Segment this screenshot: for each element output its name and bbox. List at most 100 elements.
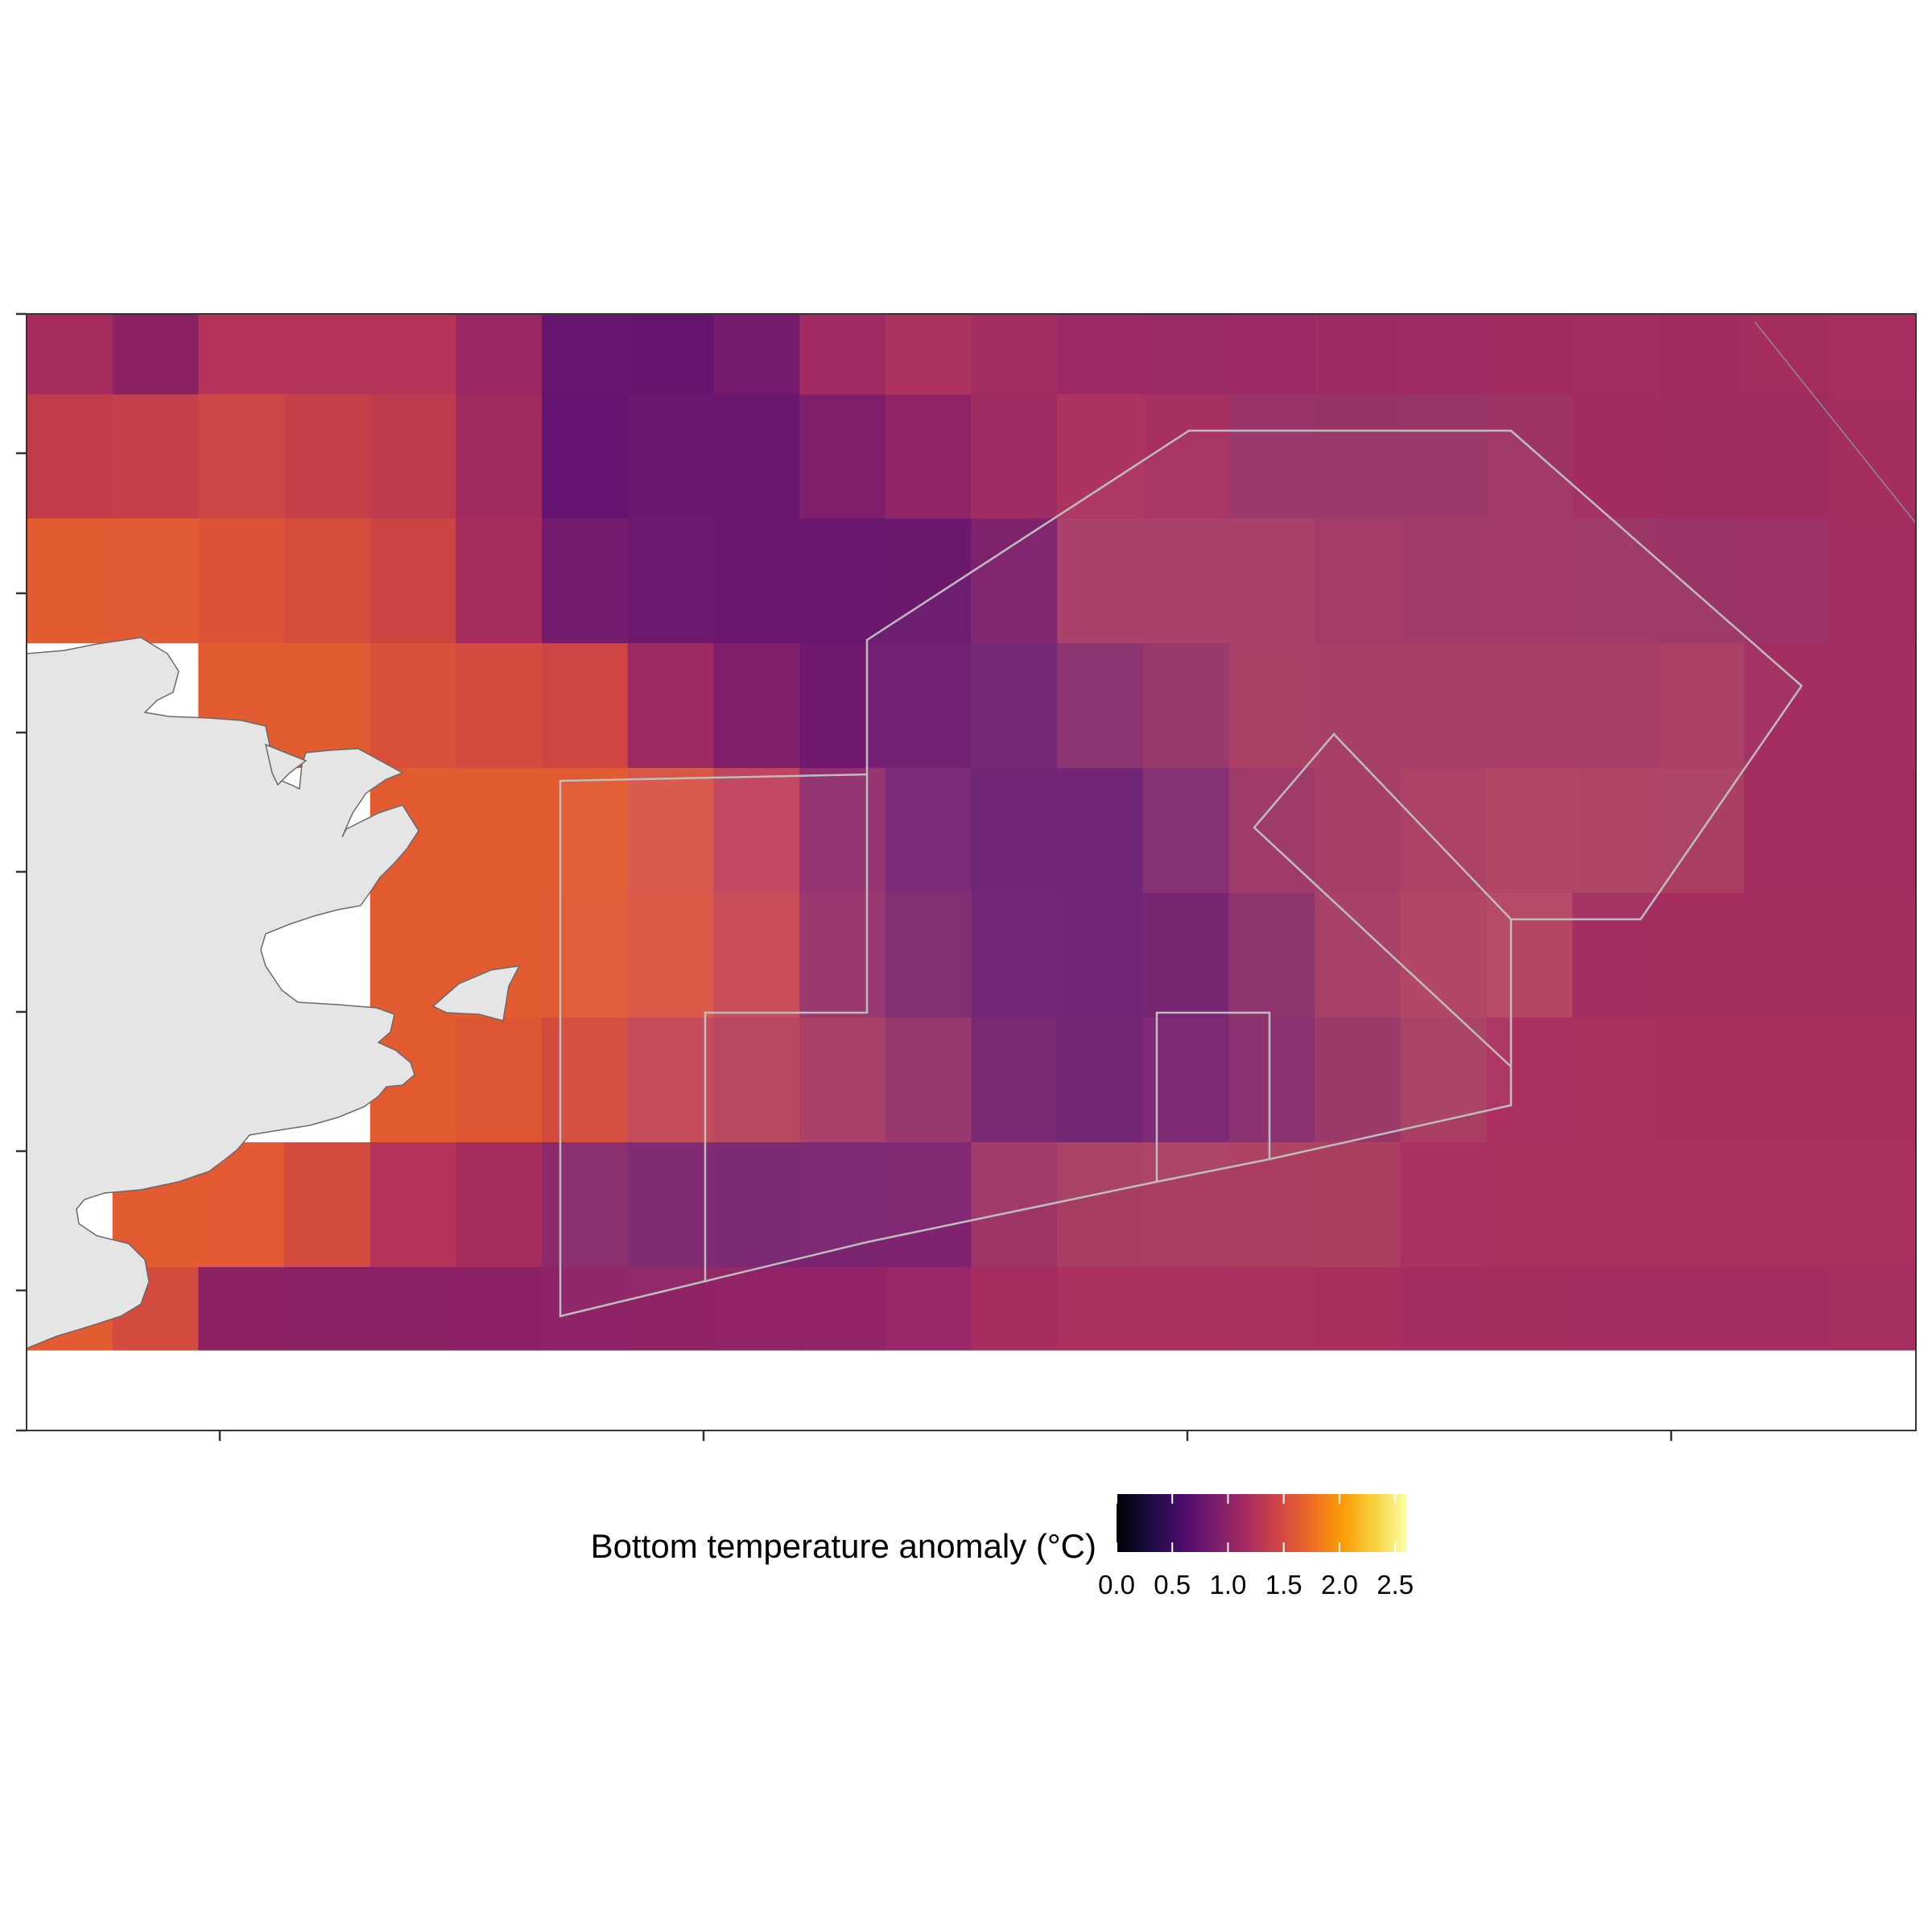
- grid-cell: [1057, 1142, 1144, 1268]
- grid-cell: [1486, 893, 1573, 1018]
- grid-cell: [542, 1267, 629, 1351]
- grid-cell: [1572, 314, 1659, 395]
- grid-cell: [1228, 518, 1315, 644]
- grid-cell: [971, 314, 1058, 395]
- grid-cell: [1744, 394, 1831, 519]
- grid-cell: [1315, 1142, 1402, 1268]
- grid-cell: [1572, 1267, 1659, 1351]
- grid-cell: [284, 1267, 371, 1351]
- grid-cell: [1057, 768, 1144, 894]
- grid-cell: [456, 394, 543, 519]
- grid-cell: [1657, 1142, 1745, 1268]
- grid-cell: [799, 394, 886, 519]
- grid-cell: [1228, 768, 1315, 894]
- boundary-outer-area: [559, 429, 1803, 1318]
- grid-cell: [713, 1142, 800, 1268]
- grid-cell: [369, 518, 457, 644]
- grid-cell: [1057, 314, 1144, 395]
- grid-cell: [456, 1018, 543, 1143]
- legend-tick-label: 2.0: [1321, 1570, 1358, 1600]
- grid-cell: [1744, 1018, 1831, 1143]
- grid-cell: [1830, 1018, 1916, 1143]
- grid-cell: [1057, 394, 1144, 519]
- grid-cell: [1572, 1142, 1659, 1268]
- grid-cell: [456, 518, 543, 644]
- grid-cell: [1228, 1142, 1315, 1268]
- grid-cell: [1400, 394, 1488, 519]
- grid-cell: [885, 1142, 972, 1268]
- grid-cell: [1057, 893, 1144, 1018]
- grid-cell: [1400, 893, 1488, 1018]
- grid-cell: [542, 518, 629, 644]
- grid-cell: [799, 1142, 886, 1268]
- grid-cell: [627, 1267, 715, 1351]
- legend-tick-label: 1.5: [1265, 1570, 1302, 1600]
- grid-cell: [1400, 1142, 1488, 1268]
- boundary-ne-line: [1754, 321, 1916, 524]
- grid-cell: [542, 1018, 629, 1143]
- grid-cell: [542, 893, 629, 1018]
- grid-cell: [198, 314, 285, 395]
- grid-cell: [1657, 643, 1745, 769]
- grid-cell: [799, 768, 886, 894]
- grid-cell: [369, 893, 457, 1018]
- grid-cell: [284, 643, 371, 769]
- legend-title: Bottom temperature anomaly (°C): [591, 1527, 1096, 1565]
- grid-cell: [885, 768, 972, 894]
- grid-cell: [1315, 1267, 1402, 1351]
- grid-cell: [1228, 1267, 1315, 1351]
- grid-cell: [1142, 768, 1230, 894]
- grid-cell: [1400, 1267, 1488, 1351]
- grid-cell: [627, 314, 715, 395]
- grid-cell: [1142, 893, 1230, 1018]
- grid-cell: [1486, 768, 1573, 894]
- grid-cell: [885, 314, 972, 395]
- grid-cell: [1657, 893, 1745, 1018]
- island-long: [431, 965, 521, 1022]
- grid-cell: [971, 394, 1058, 519]
- grid-cell: [713, 394, 800, 519]
- grid-cell: [1830, 1267, 1916, 1351]
- grid-cell: [1486, 518, 1573, 644]
- grid-cell: [1057, 518, 1144, 644]
- grid-cell: [627, 394, 715, 519]
- grid-cell: [1228, 893, 1315, 1018]
- grid-cell: [799, 1018, 886, 1143]
- grid-cell: [1657, 394, 1745, 519]
- grid-cell: [1744, 893, 1831, 1018]
- grid-cell: [369, 394, 457, 519]
- legend-tick-label: 0.0: [1098, 1570, 1135, 1600]
- grid-cell: [713, 643, 800, 769]
- grid-cell: [627, 643, 715, 769]
- legend-colorbar: [1117, 1494, 1406, 1552]
- grid-cell: [1057, 1267, 1144, 1351]
- grid-cell: [542, 314, 629, 395]
- grid-cell: [1572, 1018, 1659, 1143]
- grid-cell: [1830, 518, 1916, 644]
- grid-cell: [799, 1267, 886, 1351]
- legend-tick-label: 2.5: [1377, 1570, 1414, 1600]
- grid-cell: [713, 1018, 800, 1143]
- boundary-inner-left: [704, 774, 869, 1282]
- boundary-small-box: [1155, 1011, 1271, 1182]
- grid-cell: [713, 1267, 800, 1351]
- grid-cell: [627, 518, 715, 644]
- grid-cell: [1830, 394, 1916, 519]
- grid-cell: [713, 518, 800, 644]
- grid-cell: [1486, 1267, 1573, 1351]
- grid-cell: [713, 768, 800, 894]
- grid-cell: [627, 1018, 715, 1143]
- grid-cell: [1228, 314, 1315, 395]
- grid-cell: [1228, 643, 1315, 769]
- grid-cell: [1744, 518, 1831, 644]
- grid-cell: [1744, 768, 1831, 894]
- grid-cell: [1657, 1267, 1745, 1351]
- grid-cell: [1315, 314, 1402, 395]
- grid-cell: [369, 1267, 457, 1351]
- grid-cell: [1486, 314, 1573, 395]
- grid-cell: [885, 394, 972, 519]
- grid-cell: [369, 1142, 457, 1268]
- grid-cell: [1315, 893, 1402, 1018]
- grid-cell: [885, 1267, 972, 1351]
